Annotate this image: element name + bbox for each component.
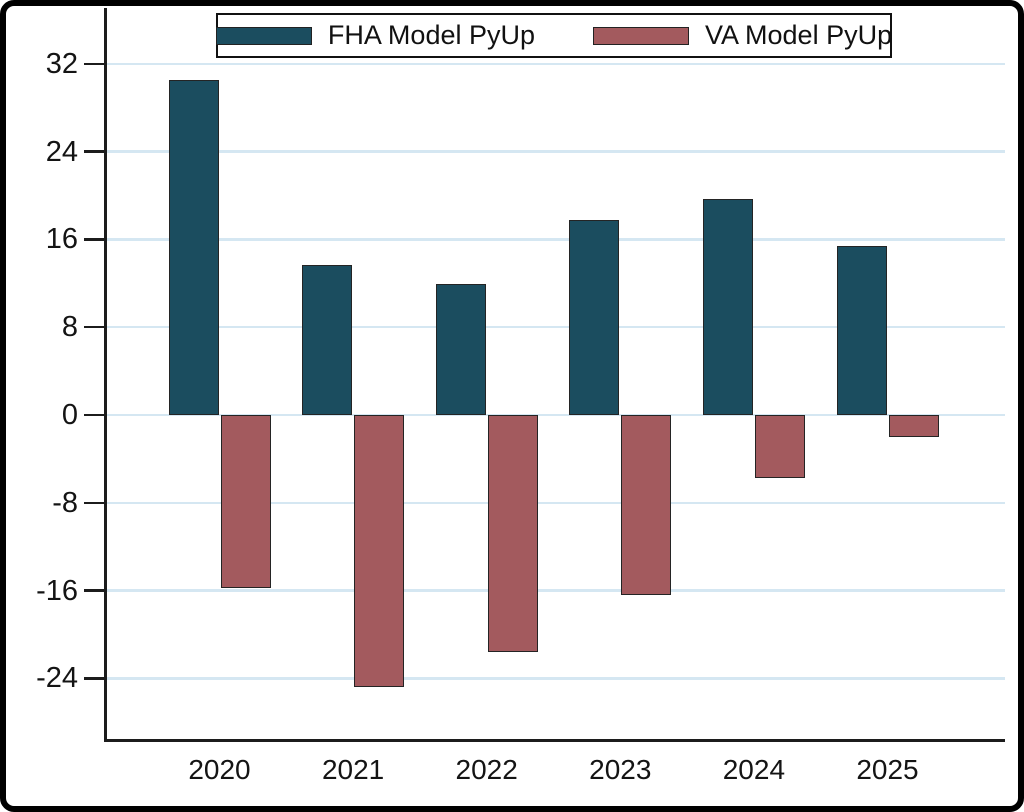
y-tick-16 [84, 238, 106, 241]
x-axis-label-2023: 2023 [589, 754, 652, 785]
legend-item-va: VA Model PyUp [593, 20, 892, 51]
va-legend-swatch [593, 26, 689, 45]
y-tick-label-24: 24 [45, 135, 78, 168]
y-tick-label--24: -24 [36, 662, 78, 695]
x-axis-label-2022: 2022 [455, 754, 518, 785]
y-tick-label--8: -8 [52, 486, 78, 519]
bar-va-2021 [354, 415, 405, 688]
y-tick-32 [84, 62, 106, 66]
gridline-y-32 [107, 62, 1005, 66]
va-legend-label: VA Model PyUp [705, 20, 893, 50]
y-tick-0 [84, 413, 106, 417]
y-tick-label-32: 32 [45, 47, 78, 80]
y-tick-label-0: 0 [61, 399, 78, 431]
gridline-y--8 [107, 501, 1005, 504]
y-tick-label--16: -16 [36, 574, 78, 607]
x-axis-label-2024: 2024 [722, 754, 786, 785]
gridline-y--24 [107, 677, 1005, 680]
gridline-y-16 [107, 238, 1005, 241]
bar-fha-2020 [168, 80, 219, 415]
fha-legend-swatch [215, 26, 312, 45]
gridline-y-0 [107, 413, 1005, 417]
y-tick--8 [84, 501, 106, 504]
y-tick-8 [84, 325, 106, 329]
gridline-y-8 [107, 325, 1005, 329]
bar-fha-2024 [702, 198, 753, 415]
gridline-y-24 [107, 150, 1005, 153]
bar-va-2020 [220, 415, 271, 589]
fha-legend-label: FHA Model PyUp [327, 20, 535, 50]
x-axis-label-2020: 2020 [188, 754, 251, 785]
x-axis-label-2025: 2025 [856, 754, 919, 785]
x-axis-label-2021: 2021 [321, 754, 385, 785]
bar-fha-2022 [435, 284, 486, 415]
y-tick--24 [84, 677, 106, 680]
y-tick-label-8: 8 [61, 311, 78, 344]
x-axis-line [104, 739, 1005, 742]
y-tick-24 [84, 150, 106, 153]
bar-va-2025 [888, 415, 939, 437]
legend-item-fha: FHA Model PyUp [215, 20, 535, 51]
y-tick-label-16: 16 [45, 223, 78, 256]
bar-fha-2021 [302, 264, 353, 415]
chart-legend: FHA Model PyUp VA Model PyUp [215, 13, 892, 58]
y-axis-line [104, 8, 107, 742]
bar-fha-2023 [569, 219, 620, 415]
y-tick--16 [84, 589, 106, 592]
bar-fha-2025 [836, 246, 887, 415]
bar-va-2022 [487, 415, 538, 652]
gridline-y--16 [107, 589, 1005, 592]
bar-va-2024 [754, 415, 805, 478]
bar-va-2023 [621, 415, 672, 595]
